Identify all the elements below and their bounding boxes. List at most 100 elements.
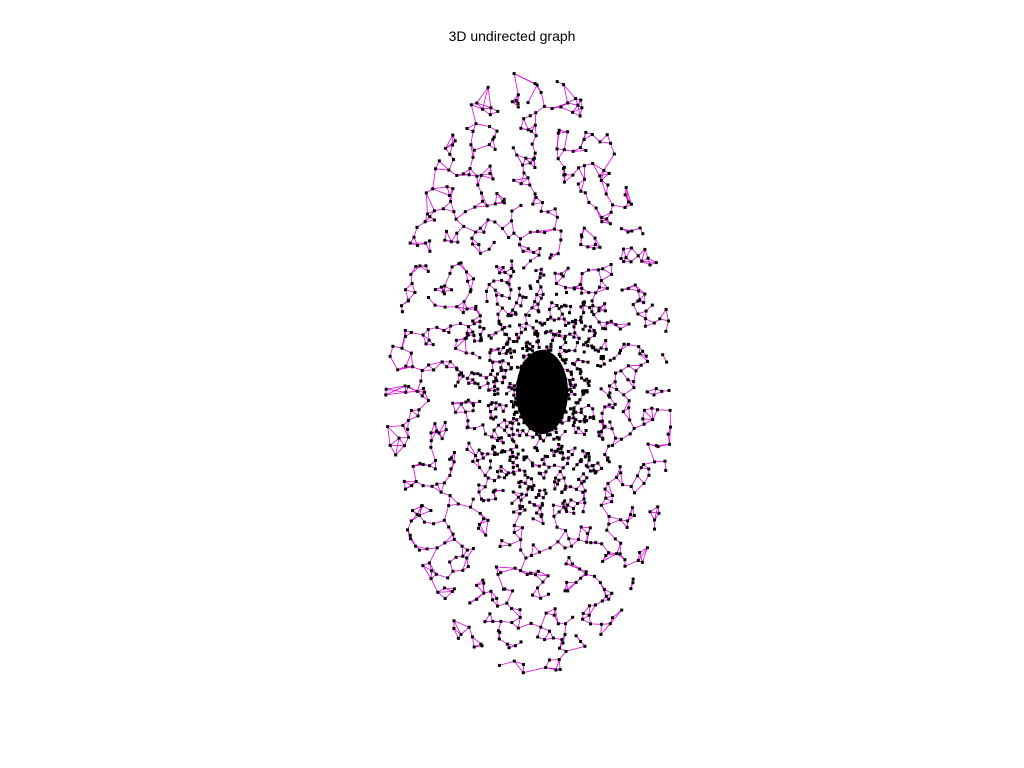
graph-node [508, 382, 512, 385]
graph-node [540, 503, 544, 507]
graph-node [580, 376, 584, 380]
graph-node [551, 636, 555, 640]
graph-node [557, 478, 561, 482]
graph-edge [445, 134, 454, 149]
graph-node [622, 247, 625, 251]
graph-node [656, 445, 660, 449]
graph-node [594, 291, 598, 295]
graph-node [495, 293, 498, 297]
graph-node [394, 453, 398, 457]
graph-node [554, 427, 558, 431]
graph-node [428, 239, 432, 243]
graph-node [539, 285, 543, 289]
graph-node [629, 246, 633, 250]
graph-edge [422, 565, 432, 579]
graph-node [546, 317, 550, 321]
graph-node [640, 259, 644, 263]
graph-node [493, 453, 496, 456]
graph-node [560, 444, 564, 448]
graph-edge [553, 516, 558, 528]
graph-node [607, 394, 611, 398]
graph-edge [429, 562, 437, 575]
graph-node [555, 304, 559, 307]
graph-node [426, 269, 430, 273]
graph-node [493, 202, 497, 206]
graph-edge [619, 543, 622, 554]
graph-node [572, 511, 576, 515]
graph-node [416, 414, 420, 418]
graph-node [572, 335, 576, 339]
graph-node [564, 285, 567, 289]
graph-edge [531, 544, 534, 556]
graph-node [668, 408, 672, 412]
graph-node [485, 289, 488, 293]
graph-node [603, 302, 607, 306]
graph-edge [470, 104, 477, 124]
graph-edge [474, 205, 488, 208]
graph-edge [665, 320, 669, 332]
graph-node [606, 482, 610, 485]
graph-node [452, 627, 456, 630]
graph-node [497, 637, 501, 641]
graph-node [478, 333, 482, 336]
graph-edge [599, 141, 611, 144]
graph-node [563, 546, 567, 550]
graph-node [495, 452, 499, 456]
graph-edge [616, 543, 622, 554]
graph-node [661, 353, 665, 357]
graph-node [472, 322, 476, 326]
graph-node [578, 420, 582, 423]
graph-node [530, 142, 534, 146]
graph-node [592, 415, 596, 419]
graph-node [417, 408, 421, 412]
graph-node [488, 612, 492, 616]
graph-node [448, 560, 452, 564]
graph-node [609, 319, 613, 323]
graph-node [593, 236, 597, 240]
graph-node [591, 162, 595, 165]
graph-edge [520, 118, 525, 129]
graph-node [644, 317, 648, 321]
graph-edge [639, 552, 643, 563]
graph-node [449, 467, 453, 471]
graph-node [539, 90, 543, 94]
graph-node [429, 431, 433, 435]
graph-node [429, 577, 433, 581]
graph-node [543, 488, 547, 492]
graph-node [626, 519, 630, 523]
graph-node [521, 448, 525, 452]
graph-edge [643, 461, 655, 465]
graph-node [482, 327, 486, 331]
graph-node [457, 262, 461, 266]
graph-node [514, 312, 518, 316]
graph-edge [415, 545, 428, 550]
graph-node [526, 487, 530, 491]
graph-node [583, 432, 586, 436]
graph-node [519, 237, 522, 241]
graph-node [538, 276, 542, 280]
graph-node [548, 307, 551, 311]
graph-node [537, 464, 541, 468]
graph-edge [600, 624, 602, 635]
graph-node [492, 135, 496, 139]
graph-node [484, 376, 488, 380]
graph-node [440, 437, 444, 441]
graph-node [555, 449, 559, 453]
graph-node [409, 331, 413, 334]
graph-node [493, 393, 497, 396]
graph-node [468, 290, 472, 294]
graph-node [644, 309, 648, 313]
graph-node [495, 129, 499, 133]
graph-edge [446, 366, 457, 369]
graph-edge [595, 287, 608, 294]
graph-node [507, 337, 511, 341]
graph-node [518, 608, 522, 612]
graph-node [540, 323, 544, 327]
graph-node [448, 457, 452, 461]
graph-node [461, 311, 465, 314]
graph-node [516, 93, 520, 97]
graph-node [597, 285, 601, 289]
graph-node [585, 419, 589, 423]
graph-node [504, 368, 508, 372]
graph-node [455, 366, 459, 370]
